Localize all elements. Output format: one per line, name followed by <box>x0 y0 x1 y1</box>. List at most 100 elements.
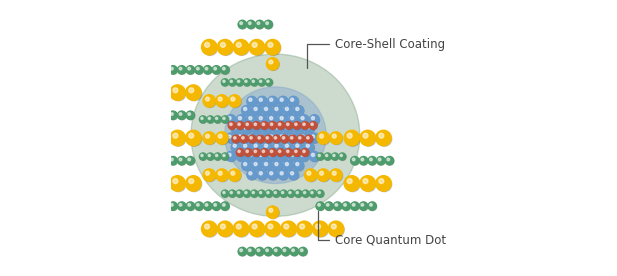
Circle shape <box>230 96 241 108</box>
Circle shape <box>228 95 241 107</box>
Circle shape <box>279 171 288 180</box>
Circle shape <box>268 134 278 143</box>
Circle shape <box>258 171 268 180</box>
Circle shape <box>152 112 160 120</box>
Circle shape <box>252 105 262 115</box>
Circle shape <box>170 113 173 115</box>
Circle shape <box>312 221 328 237</box>
Circle shape <box>263 106 273 116</box>
Circle shape <box>247 170 257 180</box>
Circle shape <box>288 190 294 197</box>
Circle shape <box>262 123 265 126</box>
Circle shape <box>227 134 236 143</box>
Circle shape <box>360 176 375 191</box>
Circle shape <box>222 79 228 86</box>
Circle shape <box>186 202 194 210</box>
Circle shape <box>214 153 222 160</box>
Circle shape <box>242 161 252 171</box>
Circle shape <box>262 150 265 153</box>
Circle shape <box>254 107 257 110</box>
Circle shape <box>204 203 212 211</box>
Circle shape <box>255 247 264 256</box>
Circle shape <box>267 80 269 83</box>
Circle shape <box>275 163 278 166</box>
Circle shape <box>273 248 281 256</box>
Circle shape <box>283 161 293 171</box>
Circle shape <box>222 203 230 211</box>
Circle shape <box>218 97 222 101</box>
Circle shape <box>331 133 342 145</box>
Circle shape <box>205 134 210 138</box>
Circle shape <box>305 143 315 153</box>
Circle shape <box>295 190 302 197</box>
Circle shape <box>264 20 273 29</box>
Circle shape <box>217 133 228 145</box>
Circle shape <box>204 66 212 74</box>
Circle shape <box>282 248 290 256</box>
Circle shape <box>273 190 280 197</box>
Circle shape <box>257 135 264 143</box>
Circle shape <box>350 202 359 210</box>
Circle shape <box>207 116 214 123</box>
Circle shape <box>178 156 186 165</box>
Circle shape <box>266 22 268 25</box>
Circle shape <box>249 135 252 138</box>
Circle shape <box>268 133 278 143</box>
Circle shape <box>317 169 329 181</box>
Circle shape <box>161 112 169 120</box>
Circle shape <box>201 154 203 156</box>
Circle shape <box>285 163 289 166</box>
Circle shape <box>273 105 283 115</box>
Circle shape <box>244 191 251 197</box>
Circle shape <box>242 124 252 134</box>
Circle shape <box>238 20 247 29</box>
Circle shape <box>155 177 170 192</box>
Circle shape <box>243 190 251 197</box>
Circle shape <box>301 135 304 138</box>
Circle shape <box>205 67 208 70</box>
Circle shape <box>249 98 252 101</box>
Circle shape <box>377 177 392 192</box>
Circle shape <box>293 121 301 129</box>
Circle shape <box>295 123 297 126</box>
Circle shape <box>317 153 324 160</box>
Circle shape <box>230 191 236 197</box>
Circle shape <box>289 170 299 180</box>
Circle shape <box>205 43 210 47</box>
Circle shape <box>195 202 203 210</box>
Circle shape <box>237 79 244 86</box>
Circle shape <box>251 190 258 197</box>
Circle shape <box>318 170 330 182</box>
Circle shape <box>157 133 162 138</box>
Circle shape <box>305 135 313 143</box>
Circle shape <box>300 249 303 252</box>
Circle shape <box>215 116 222 123</box>
Circle shape <box>266 137 268 139</box>
Circle shape <box>268 115 278 124</box>
Circle shape <box>259 135 262 138</box>
Circle shape <box>226 133 236 143</box>
Circle shape <box>361 158 363 161</box>
Circle shape <box>237 191 244 197</box>
Circle shape <box>335 203 337 206</box>
Circle shape <box>179 203 182 206</box>
Circle shape <box>273 142 283 152</box>
Circle shape <box>242 143 252 153</box>
Circle shape <box>376 176 391 191</box>
Circle shape <box>283 249 286 252</box>
Circle shape <box>204 202 212 210</box>
Circle shape <box>214 203 217 206</box>
Circle shape <box>270 149 277 156</box>
Circle shape <box>232 143 241 153</box>
Circle shape <box>376 156 385 165</box>
Circle shape <box>270 150 273 153</box>
Circle shape <box>260 148 268 156</box>
Circle shape <box>301 153 304 156</box>
Circle shape <box>220 224 225 229</box>
Circle shape <box>257 170 267 180</box>
Circle shape <box>379 133 384 138</box>
Circle shape <box>231 97 235 101</box>
Circle shape <box>309 115 320 124</box>
Circle shape <box>304 192 306 194</box>
Circle shape <box>339 153 346 160</box>
